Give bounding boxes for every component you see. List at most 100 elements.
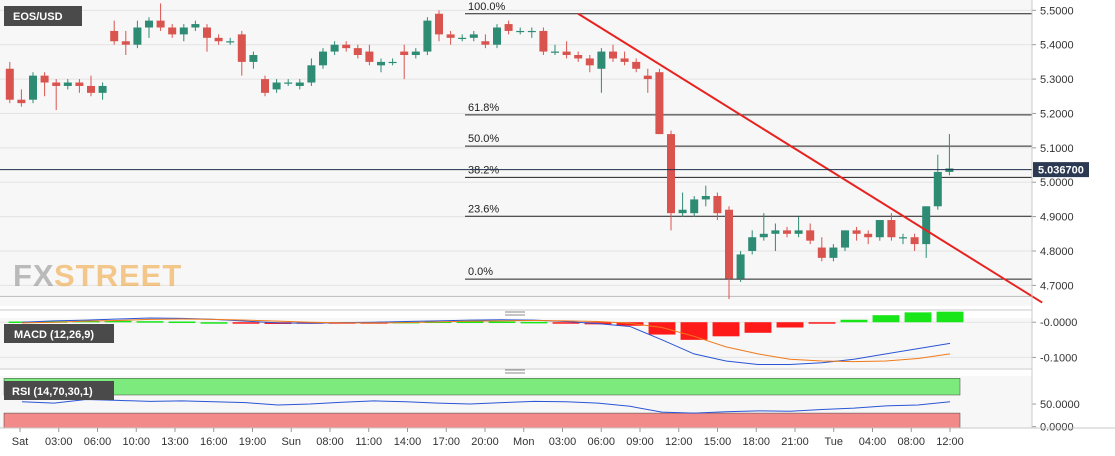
macd-histogram-bar [936, 311, 964, 323]
time-tick-label: 09:00 [626, 436, 654, 448]
price-tick-label: 4.7000 [1040, 280, 1074, 292]
candle-body [17, 99, 26, 104]
time-tick-label: Sun [281, 436, 301, 448]
macd-histogram-bar [136, 321, 164, 323]
candle-body [203, 27, 211, 38]
candle-body [330, 44, 339, 52]
candle-body [597, 51, 606, 69]
current-price-box [1033, 162, 1089, 178]
watermark-right: STREET [54, 258, 182, 293]
macd-histogram-bar [168, 321, 196, 324]
candle-body [899, 237, 907, 239]
candle-body [411, 51, 420, 56]
candle-body [319, 51, 327, 66]
price-tick-label: 5.5000 [1040, 5, 1074, 17]
candle-body [342, 44, 351, 49]
candle-body [539, 30, 548, 52]
macd-lines [21, 317, 951, 365]
symbol-label-text: EOS/USD [13, 11, 63, 23]
time-tick-label: 12:00 [936, 436, 964, 448]
candle-body [249, 55, 258, 62]
rsi-label-text: RSI (14,70,30,1) [12, 386, 93, 398]
candle-body [156, 20, 165, 28]
candle-body [667, 134, 675, 214]
rsi-lines [21, 399, 951, 414]
candle-body [887, 220, 896, 238]
candlesticks [5, 3, 954, 300]
rsi-line [21, 399, 951, 414]
candle-body [435, 13, 443, 35]
candle-body [214, 37, 223, 42]
macd-histogram-bar [808, 322, 836, 324]
time-tick-label: 16:00 [200, 436, 228, 448]
candle-body [272, 82, 281, 90]
candle-body [643, 75, 652, 80]
time-tick-label: 12:00 [665, 436, 693, 448]
candle-body [806, 230, 815, 241]
candle-body [481, 41, 490, 45]
candle-body [377, 61, 385, 66]
candle-body [446, 34, 455, 38]
rsi-label[interactable]: RSI (14,70,30,1) [4, 381, 114, 400]
macd-histogram-bar [840, 319, 868, 323]
candle-body [458, 37, 467, 40]
rsi-zones [3, 378, 961, 429]
candle-body [365, 51, 374, 62]
time-tick-label: 18:00 [742, 436, 770, 448]
candle-body [620, 58, 629, 62]
time-axis: Sat 03:00 06:00 10:00 13:00 16:00 19:00 Sun 08:0… [12, 428, 964, 448]
macd-label[interactable]: MACD (12,26,9) [4, 324, 114, 343]
candle-body [121, 41, 130, 45]
candle-body [261, 79, 269, 93]
time-tick-label: 03:00 [45, 436, 73, 448]
fibonacci-levels: 100.0% 61.8% 50.0% 38.2% 23.6% 0.0% [0, 1, 1032, 297]
watermark-logo: FX STREET [13, 258, 182, 293]
time-tick-label: 10:00 [122, 436, 150, 448]
current-price-tag: 5.036700 [0, 162, 1089, 178]
candle-body [75, 82, 84, 86]
fib-level-label: 50.0% [468, 133, 499, 145]
candle-body [562, 51, 571, 56]
macd-histogram-bar [8, 321, 36, 324]
candle-body [736, 254, 745, 279]
macd-label-box [4, 324, 114, 343]
candle-body [226, 41, 235, 43]
pane-resize-handle-1[interactable] [505, 311, 525, 316]
price-tick-label: 5.2000 [1040, 108, 1074, 120]
candle-body [133, 27, 142, 45]
candle-body [63, 82, 72, 86]
candle-body [829, 247, 838, 258]
candle-body [585, 58, 594, 66]
time-tick-label: 04:00 [859, 436, 887, 448]
candle-body [40, 75, 49, 83]
time-tick-label: 15:00 [704, 436, 732, 448]
candle-body [609, 51, 617, 59]
time-tick-label: 17:00 [432, 436, 460, 448]
time-tick-label: Tue [824, 436, 843, 448]
macd-histogram-bar [616, 322, 644, 326]
macd-histogram-bar [776, 322, 804, 328]
candle-body [783, 230, 791, 234]
watermark-left: FX [13, 258, 55, 293]
symbol-label[interactable]: EOS/USD [4, 6, 82, 26]
macd-histogram-bar [232, 322, 260, 324]
macd-axis: -0.0000 -0.1000 [1032, 317, 1077, 364]
candle-body [759, 233, 768, 238]
time-tick-label: 19:00 [239, 436, 267, 448]
time-tick-label: Mon [513, 436, 534, 448]
fib-level-label: 100.0% [468, 1, 506, 13]
candle-body [748, 237, 757, 251]
price-axis: 5.5000 5.4000 5.3000 5.2000 5.1000 5.0000 4.90… [1032, 5, 1074, 292]
time-tick-label: 06:00 [587, 436, 615, 448]
fib-level-label: 38.2% [468, 164, 499, 176]
candle-body [690, 199, 699, 214]
pane-resize-handle-2[interactable] [505, 369, 525, 374]
time-tick-label: 08:00 [897, 436, 925, 448]
time-tick-label: 14:00 [394, 436, 422, 448]
candle-body [307, 65, 316, 83]
candle-body [87, 85, 95, 93]
candle-body [237, 34, 246, 62]
downtrend-line [577, 12, 1043, 304]
